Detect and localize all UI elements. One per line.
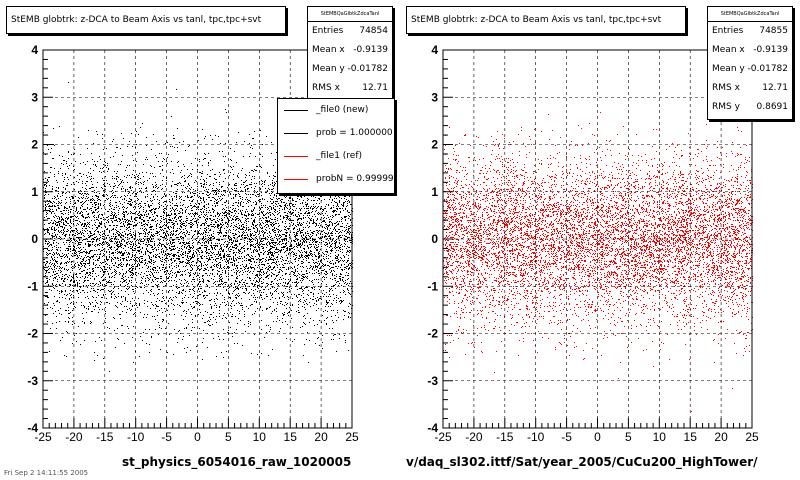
- right-plot-title: StEMB globtrk: z-DCA to Beam Axis vs tan…: [406, 6, 686, 34]
- x-tick-label: 20: [714, 430, 728, 444]
- left-x-label: st_physics_6054016_raw_1020005: [122, 455, 352, 469]
- x-tick-label: 10: [253, 430, 267, 444]
- footer-fragment: Fri Sep 2 14:11:55 2005: [4, 469, 89, 477]
- y-tick-label: -2: [427, 327, 438, 341]
- x-tick-label: 20: [314, 430, 328, 444]
- x-tick-label: -15: [96, 430, 114, 444]
- stat-row: Entries 74854: [312, 26, 388, 36]
- right-stats-header: StEMBQaGlbtkZdcaTanl: [708, 7, 792, 22]
- right-plot-title-text: StEMB globtrk: z-DCA to Beam Axis vs tan…: [411, 15, 662, 25]
- x-tick-label: 0: [194, 430, 201, 444]
- y-tick-label: 0: [431, 232, 438, 246]
- y-tick-label: -2: [27, 327, 38, 341]
- x-tick-label: -15: [496, 430, 514, 444]
- y-tick-label: -4: [27, 421, 38, 435]
- legend-entry: _file1 (ref): [278, 145, 394, 168]
- y-tick-label: 4: [31, 43, 38, 57]
- left-plot-title-text: StEMB globtrk: z-DCA to Beam Axis vs tan…: [11, 15, 262, 25]
- legend-entry: _file0 (new): [278, 99, 394, 122]
- scatter-point-cloud: [443, 108, 753, 412]
- x-tick-label: -20: [465, 430, 483, 444]
- left-plot-pad: -25 -20 -15 -10 -5 0 5 10 15 20 25 -4 -3 -2 -1 0 1 2 3 4 St…: [4, 6, 395, 477]
- x-tick-label: -25: [434, 430, 452, 444]
- y-tick-label: 3: [31, 90, 38, 104]
- x-tick-label: -20: [65, 430, 83, 444]
- x-tick-label: 25: [745, 430, 759, 444]
- stat-row: RMS y 0.8691: [712, 102, 788, 112]
- y-tick-label: 3: [431, 90, 438, 104]
- stat-row: RMS x 12.71: [712, 83, 788, 93]
- stat-row: Entries 74855: [712, 26, 788, 36]
- x-tick-label: 5: [225, 430, 232, 444]
- x-tick-label: -10: [127, 430, 145, 444]
- y-tick-label: 2: [431, 138, 438, 152]
- y-tick-label: 0: [31, 232, 38, 246]
- y-tick-label: -1: [27, 279, 38, 293]
- x-tick-label: 10: [653, 430, 667, 444]
- left-stats-header: StEMBQaGlbtkZdcaTanl: [308, 7, 392, 22]
- legend-line-swatch: [284, 179, 308, 180]
- x-tick-label: -25: [34, 430, 52, 444]
- x-tick-label: 15: [284, 430, 298, 444]
- x-tick-label: 25: [345, 430, 359, 444]
- legend-line-swatch: [284, 156, 308, 157]
- y-tick-label: 2: [31, 138, 38, 152]
- y-tick-label: -1: [427, 279, 438, 293]
- y-tick-label: -3: [27, 374, 38, 388]
- stat-row: Mean y -0.01782: [312, 64, 388, 74]
- legend-box: _file0 (new) prob = 1.000000 _file1 (ref…: [277, 98, 395, 194]
- stat-row: Mean y -0.01782: [712, 64, 788, 74]
- y-tick-label: 1: [31, 185, 38, 199]
- left-stats-box: StEMBQaGlbtkZdcaTanl Entries 74854 Mean x…: [307, 6, 393, 99]
- legend-line-swatch: [284, 133, 308, 134]
- y-tick-label: 4: [431, 43, 438, 57]
- x-tick-label: 15: [684, 430, 698, 444]
- stat-row: RMS x 12.71: [312, 83, 388, 93]
- stat-row: Mean x -0.9139: [712, 45, 788, 55]
- scatter-point-cloud: [43, 82, 353, 372]
- stat-row: Mean x -0.9139: [312, 45, 388, 55]
- legend-line-swatch: [284, 110, 308, 111]
- scatter-points: [43, 82, 353, 372]
- x-tick-label: 0: [594, 430, 601, 444]
- y-tick-label: -3: [427, 374, 438, 388]
- scatter-points: [443, 108, 753, 412]
- x-tick-label: 5: [625, 430, 632, 444]
- left-plot-title: StEMB globtrk: z-DCA to Beam Axis vs tan…: [6, 6, 286, 34]
- y-tick-label: -4: [427, 421, 438, 435]
- legend-entry: probN = 0.999991: [278, 168, 394, 191]
- y-tick-label: 1: [431, 185, 438, 199]
- right-plot-pad: -25 -20 -15 -10 -5 0 5 10 15 20 25 -4 -3 -2 -1 0 1 2 3 4 St…: [400, 0, 800, 480]
- right-x-label: v/daq_sl302.ittf/Sat/year_2005/CuCu200_H…: [406, 455, 758, 469]
- right-stats-box: StEMBQaGlbtkZdcaTanl Entries 74855 Mean x…: [707, 6, 793, 120]
- legend-entry: prob = 1.000000: [278, 122, 394, 145]
- x-tick-label: -5: [161, 430, 172, 444]
- x-tick-label: -10: [527, 430, 545, 444]
- x-tick-label: -5: [561, 430, 572, 444]
